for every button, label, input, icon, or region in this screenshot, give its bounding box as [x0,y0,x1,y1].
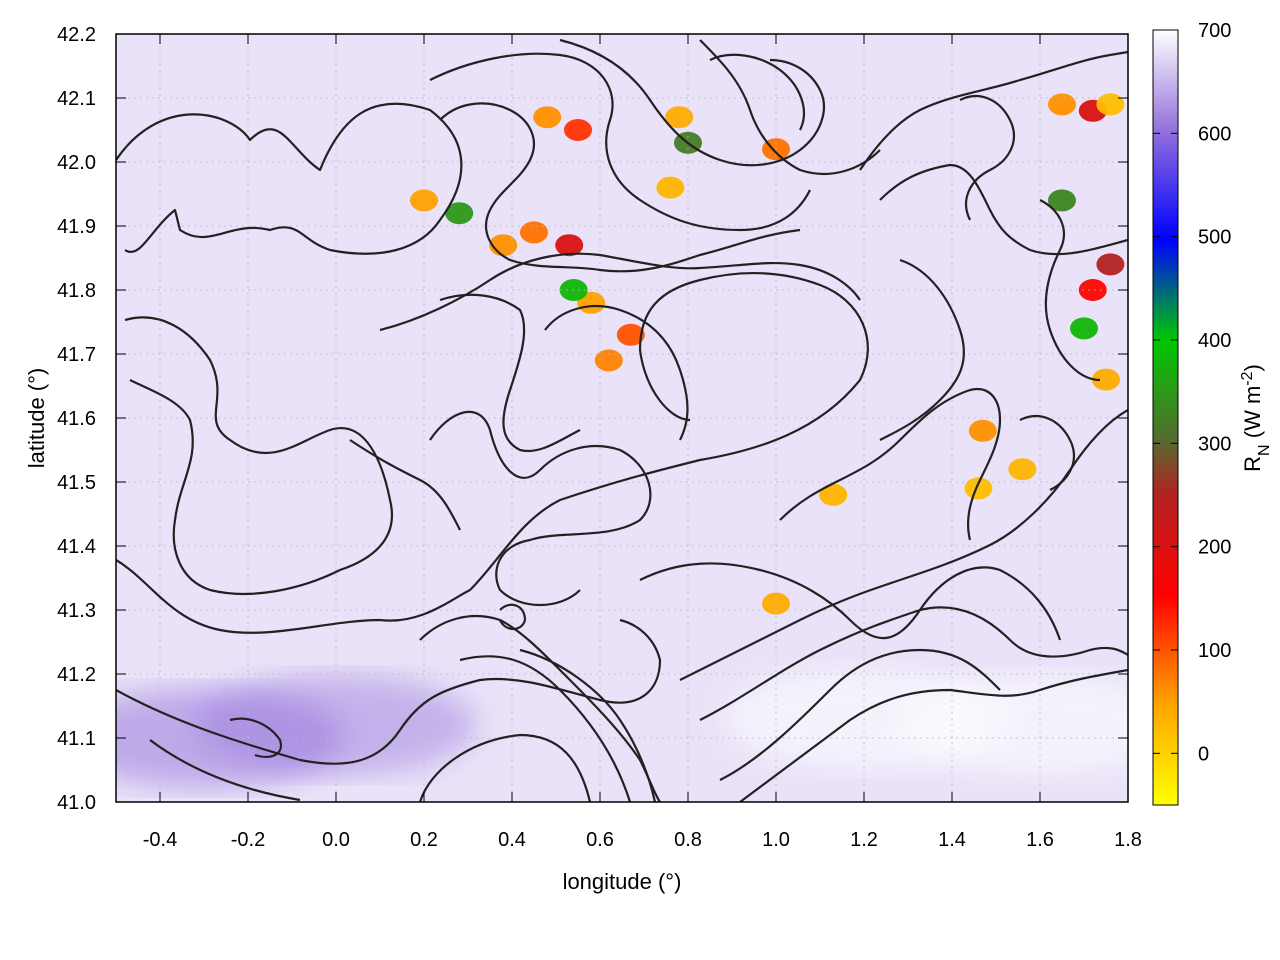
colorbar-tick-label: 200 [1198,537,1231,559]
contour-line [709,53,805,131]
field-patch [900,675,1128,776]
x-tick-label: 1.6 [1026,829,1054,851]
colorbar-title: RN (W m-2) [1239,364,1273,472]
field-patch [1096,93,1125,116]
contour-line [379,252,861,332]
field-patch [520,221,548,244]
colorbar-tick-label: 500 [1198,227,1231,249]
field-patch [665,106,694,129]
colorbar-tick-label: 100 [1198,640,1231,662]
contour-line [1019,415,1075,491]
x-tick-label: 0.6 [586,829,614,851]
contour-line [149,733,592,802]
field-patch [819,483,848,506]
y-axis-title: latitude (°) [24,368,49,469]
y-tick-label: 41.3 [57,600,96,622]
field-patch [594,349,623,372]
contour-line [116,102,463,255]
contour-line [229,717,283,758]
contour-line [719,648,1001,781]
contour-line [459,648,657,802]
contour-line [879,258,965,441]
colorbar-tick-label: 0 [1198,743,1209,765]
y-tick-label: 41.6 [57,408,96,430]
contour-line [699,606,1128,721]
x-tick-label: -0.4 [143,829,177,851]
contour-line [859,50,1128,171]
contour-line [439,102,801,273]
contour-line [879,163,1128,256]
x-tick-label: 1.0 [762,829,790,851]
field-patch [616,323,645,346]
y-tick-label: 42.1 [57,88,96,110]
field-patch [1078,279,1107,301]
y-tick-label: 41.2 [57,664,96,686]
colorbar-tick-label: 400 [1198,330,1231,352]
field-patch [1096,253,1125,276]
field-patch [1008,458,1037,481]
y-tick-label: 41.9 [57,216,96,238]
field-patch [1070,317,1098,340]
contour-line [498,603,527,631]
y-tick-label: 41.4 [57,536,96,558]
field-patch [762,592,790,615]
x-tick-label: 0.0 [322,829,350,851]
x-tick-label: -0.2 [231,829,265,851]
x-tick-label: 0.8 [674,829,702,851]
y-tick-label: 41.5 [57,472,96,494]
elevation-contours [116,38,1128,802]
contour-line [429,410,652,607]
contour-line [559,38,825,167]
field-patch [1092,368,1120,391]
colorbar-tick-label: 600 [1198,123,1231,145]
contour-line [1039,199,1101,382]
field-patch [555,234,584,257]
field-patch [1048,189,1076,212]
contour-line [116,618,662,765]
x-tick-label: 1.2 [850,829,878,851]
field-patch [964,477,993,500]
colorbar [1152,29,1179,806]
y-tick-label: 41.0 [57,792,96,814]
field-patch [533,106,562,129]
contour-line [639,562,1062,641]
field-patch [1048,93,1076,116]
y-tick-label: 41.8 [57,280,96,302]
field-patch [968,419,997,442]
x-tick-label: 1.8 [1114,829,1142,851]
field-patch [656,176,685,199]
x-tick-label: 0.2 [410,829,438,851]
y-tick-label: 42.2 [57,24,96,46]
contour-line [439,293,581,453]
x-tick-label: 0.4 [498,829,526,851]
contour-line [699,39,881,175]
y-tick-label: 42.0 [57,152,96,174]
contour-line [739,668,1128,802]
colorbar-tick-label: 700 [1198,20,1231,42]
y-tick-label: 41.7 [57,344,96,366]
field-patch [445,202,474,225]
colorbar-ticks: 0 100 200 300 400 500 600 700 [1153,20,1231,765]
y-tick-label: 41.1 [57,728,96,750]
contour-line [124,316,393,596]
contour-line [116,271,869,634]
field-patch [410,189,438,212]
x-axis-title: longitude (°) [563,869,682,894]
field-patch [577,291,606,314]
x-tick-label: 1.4 [938,829,966,851]
axis-ticks: -0.4 -0.2 0.0 0.2 0.4 0.6 0.8 1.0 1.2 1.4 1.6 1.8 41… [57,24,1142,851]
contour-line [779,387,1002,541]
contour-line [544,305,689,441]
contour-line [959,95,1015,221]
field-patch [564,119,592,141]
contour-line [349,439,461,531]
colorbar-tick-label: 300 [1198,433,1231,455]
contour-line [429,52,811,232]
